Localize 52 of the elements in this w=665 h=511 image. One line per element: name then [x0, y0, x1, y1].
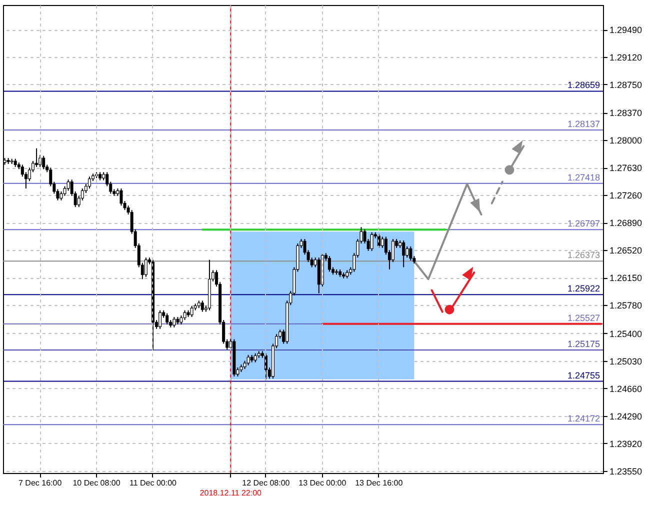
ref-line-label: 1.25922	[567, 284, 600, 294]
candlestick	[183, 310, 186, 320]
candlestick	[166, 312, 169, 325]
y-tick-label: 1.23920	[610, 438, 642, 449]
x-tick-label: 2018.12.11 22:00	[200, 488, 262, 498]
ref-line-label: 1.28137	[567, 119, 600, 130]
candlestick	[402, 240, 406, 268]
y-tick-label: 1.24290	[610, 411, 642, 422]
ref-line-label: 1.25527	[567, 312, 600, 323]
candlestick	[380, 236, 384, 248]
ref-line-label: 1.27418	[567, 172, 600, 182]
y-tick-label: 1.25030	[610, 356, 642, 366]
candlestick	[190, 305, 194, 318]
ref-line-label: 1.26797	[567, 218, 600, 229]
y-tick-label: 1.25780	[610, 300, 642, 311]
x-tick-label: 13 Dec 16:00	[355, 478, 404, 488]
x-tick-label: 11 Dec 00:00	[130, 478, 178, 488]
x-tick-label: 10 Dec 08:00	[72, 478, 121, 488]
candlestick	[35, 148, 38, 168]
y-tick-label: 1.26890	[610, 218, 642, 228]
x-tick-label: 13 Dec 00:00	[298, 478, 347, 488]
ref-line-label: 1.25175	[567, 339, 600, 350]
candlestick	[158, 310, 162, 330]
y-tick-label: 1.27630	[610, 163, 642, 174]
y-tick-label: 1.26520	[610, 246, 642, 256]
candlestick	[42, 155, 46, 170]
y-tick-label: 1.24660	[610, 384, 642, 394]
candlestick	[88, 176, 91, 189]
y-tick-label: 1.28000	[610, 136, 642, 146]
candlestick	[328, 256, 331, 272]
y-tick-label: 1.23550	[610, 466, 642, 476]
x-tick-label: 12 Dec 08:00	[242, 478, 290, 488]
candlestick	[370, 232, 374, 252]
ref-line-label: 1.28659	[567, 80, 600, 90]
y-tick-label: 1.27260	[610, 190, 642, 201]
ref-line-label: 1.26373	[567, 250, 600, 260]
y-tick-label: 1.25400	[610, 328, 642, 339]
y-tick-label: 1.29490	[610, 25, 642, 36]
y-tick-label: 1.28370	[610, 108, 642, 118]
ref-line-label: 1.24755	[567, 370, 600, 380]
candlestick	[200, 300, 204, 312]
x-tick-label: 7 Dec 16:00	[18, 478, 62, 488]
candlestick	[172, 316, 176, 328]
candlestick	[144, 257, 148, 278]
y-tick-label: 1.29120	[610, 52, 642, 62]
candlestick	[246, 354, 250, 366]
candlestick	[406, 246, 409, 258]
ref-line-label: 1.24172	[567, 414, 600, 424]
candlestick	[409, 246, 412, 262]
candlestick	[120, 188, 123, 206]
y-tick-label: 1.28750	[610, 80, 642, 90]
y-tick-label: 1.26150	[610, 273, 642, 284]
